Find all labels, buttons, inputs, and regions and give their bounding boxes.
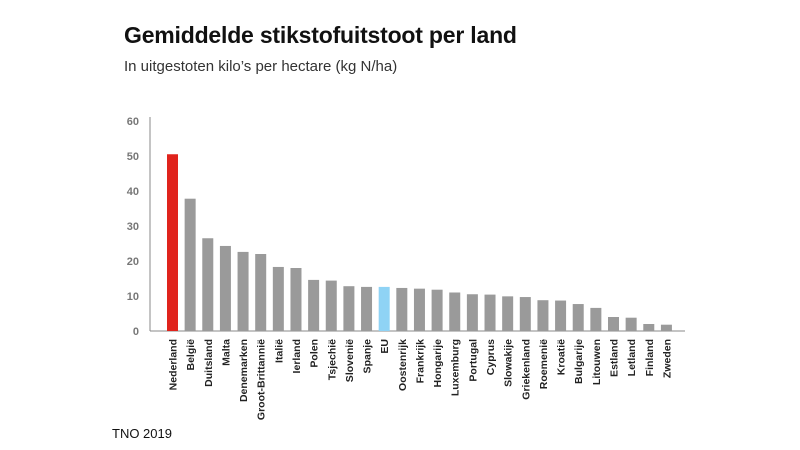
- bar-bulgarije: [572, 304, 584, 331]
- x-tick-label: Nederland: [168, 339, 180, 390]
- bar-portugal: [466, 294, 478, 331]
- bar-litouwen: [590, 307, 602, 331]
- x-tick-label: Portugal: [467, 339, 479, 382]
- x-tick-label: EU: [379, 339, 391, 354]
- y-tick-label: 30: [127, 221, 139, 233]
- bar-oostenrijk: [396, 287, 408, 331]
- x-tick-label: Hongarije: [432, 339, 444, 388]
- x-tick-label: Denemarken: [238, 339, 250, 402]
- bar-cyprus: [484, 294, 496, 331]
- bar-estland: [608, 317, 619, 331]
- bar-duitsland: [202, 238, 214, 331]
- bar-polen: [308, 279, 320, 331]
- bar-zweden: [660, 324, 672, 331]
- bar-groot-brittanni-: [255, 254, 267, 331]
- bar-hongarije: [431, 289, 443, 331]
- x-tick-label: Duitsland: [203, 339, 215, 387]
- x-tick-label: Litouwen: [591, 339, 603, 385]
- x-tick-label: Slowakije: [503, 339, 515, 387]
- x-tick-label: Ierland: [291, 339, 303, 373]
- bar-itali-: [272, 266, 284, 331]
- bar-belgi-: [184, 198, 196, 331]
- y-tick-label: 0: [133, 326, 139, 338]
- bar-finland: [643, 324, 655, 331]
- x-tick-label: Groot-Brittannië: [256, 339, 268, 420]
- x-tick-label: Spanje: [362, 339, 374, 374]
- y-tick-label: 60: [127, 116, 139, 128]
- bar-letland: [625, 317, 637, 331]
- bar-nederland: [167, 154, 178, 331]
- source-label: TNO 2019: [112, 426, 172, 441]
- x-tick-label: België: [185, 339, 197, 371]
- y-tick-label: 40: [127, 186, 139, 198]
- bar-malta: [219, 245, 231, 331]
- x-tick-label: Kroatië: [556, 339, 568, 375]
- x-tick-label: Slovenië: [344, 339, 356, 382]
- chart-subtitle: In uitgestoten kilo’s per hectare (kg N/…: [124, 58, 398, 75]
- bar-denemarken: [237, 251, 249, 331]
- x-tick-label: Frankrijk: [414, 339, 426, 384]
- bar-tsjechi-: [325, 280, 337, 331]
- bar-frankrijk: [413, 288, 425, 331]
- x-tick-label: Oostenrijk: [397, 339, 409, 391]
- bar-slowakije: [502, 296, 514, 331]
- x-tick-label: Italië: [273, 339, 285, 363]
- bar-spanje: [361, 286, 373, 331]
- x-tick-label: Bulgarije: [573, 339, 585, 384]
- bar-luxemburg: [449, 292, 461, 331]
- bar-ierland: [290, 268, 302, 331]
- x-tick-label: Estland: [609, 339, 621, 377]
- x-tick-label: Cyprus: [485, 339, 497, 375]
- bar-sloveni-: [343, 286, 355, 331]
- x-tick-label: Luxemburg: [450, 339, 462, 396]
- y-tick-label: 20: [127, 256, 139, 268]
- bar-roemeni-: [537, 300, 549, 331]
- x-tick-label: Griekenland: [520, 339, 532, 400]
- chart-title: Gemiddelde stikstofuitstoot per land: [124, 22, 517, 48]
- bar-griekenland: [519, 297, 531, 331]
- x-tick-label: Malta: [220, 339, 232, 366]
- bar-kroati-: [555, 300, 567, 331]
- bar-eu: [378, 286, 390, 331]
- x-tick-label: Tsjechië: [326, 339, 338, 380]
- x-tick-label: Letland: [626, 339, 638, 376]
- y-tick-label: 50: [127, 151, 139, 163]
- x-tick-label: Zweden: [661, 339, 673, 378]
- x-tick-label: Finland: [644, 339, 656, 376]
- x-tick-label: Polen: [309, 339, 321, 368]
- y-tick-label: 10: [127, 291, 139, 303]
- x-tick-label: Roemenië: [538, 339, 550, 389]
